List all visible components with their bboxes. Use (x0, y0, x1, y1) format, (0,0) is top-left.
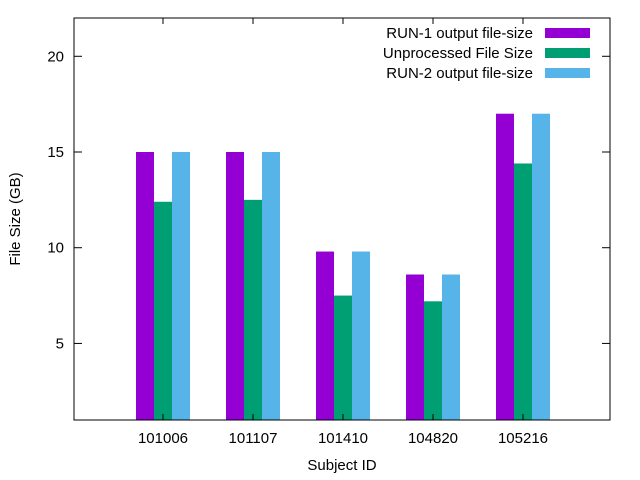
x-tick-label: 104820 (408, 430, 458, 447)
bar-105216-series-3 (532, 113, 550, 420)
y-tick-label: 15 (47, 144, 64, 161)
y-tick-label: 10 (47, 240, 64, 257)
bar-101006-series-1 (136, 152, 154, 420)
legend-label-series-2: Unprocessed File Size (383, 45, 533, 62)
bar-101006-series-3 (172, 152, 190, 420)
y-tick-label: 5 (56, 335, 64, 352)
legend: RUN-1 output file-size Unprocessed File S… (383, 25, 590, 82)
legend-label-series-3: RUN-2 output file-size (386, 65, 533, 82)
bar-101006-series-2 (154, 201, 172, 420)
legend-label-series-1: RUN-1 output file-size (386, 25, 533, 42)
x-tick-label: 101107 (229, 430, 278, 447)
bar-104820-series-3 (442, 274, 460, 420)
bar-105216-series-1 (496, 113, 514, 420)
x-axis-label: Subject ID (307, 457, 376, 474)
y-tick-label: 20 (47, 48, 64, 65)
bar-101107-series-2 (244, 199, 262, 420)
x-tick-label: 105216 (498, 430, 548, 447)
bar-101410-series-2 (334, 295, 352, 420)
bar-104820-series-2 (424, 301, 442, 420)
x-tick-label: 101006 (138, 430, 188, 447)
bar-101107-series-3 (262, 152, 280, 420)
plot-frame (73, 17, 611, 421)
y-axis-label: File Size (GB) (7, 172, 24, 265)
legend-swatch-series-3 (545, 68, 590, 78)
bars-layer (136, 113, 550, 420)
bar-104820-series-1 (406, 274, 424, 420)
bar-101107-series-1 (226, 152, 244, 420)
ticks-layer: 101006 101107 101410 104820 105216 5 10 15 20 (47, 18, 610, 447)
bar-105216-series-2 (514, 163, 532, 420)
legend-swatch-series-2 (545, 48, 590, 58)
x-tick-label: 101410 (318, 430, 368, 447)
legend-swatch-series-1 (545, 28, 590, 38)
bar-101410-series-1 (316, 251, 334, 420)
bar-101410-series-3 (352, 251, 370, 420)
